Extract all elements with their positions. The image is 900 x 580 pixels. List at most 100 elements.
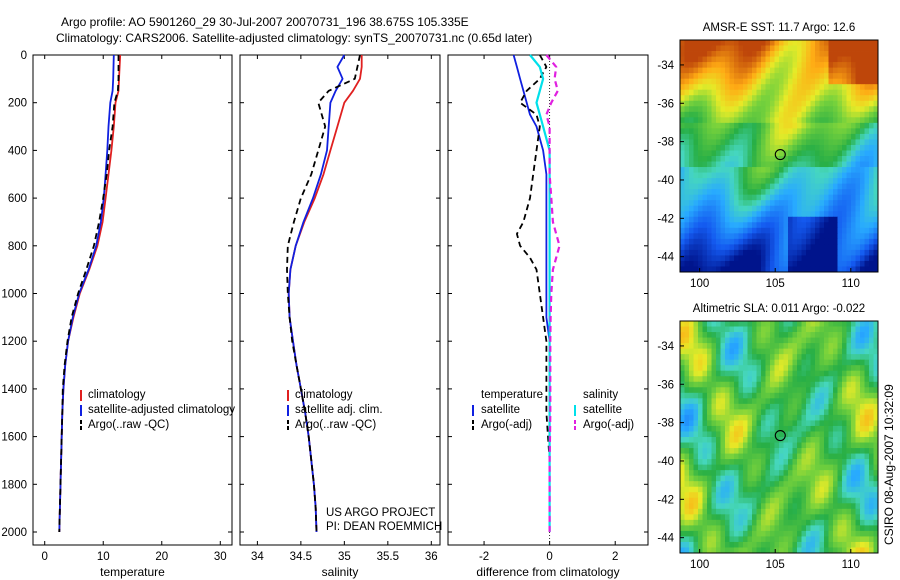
sla-cell	[779, 420, 784, 427]
sla-cell	[707, 409, 712, 416]
sla-cell	[779, 403, 784, 410]
sst-cell	[761, 67, 766, 74]
sst-cell	[846, 62, 852, 69]
sst-cell	[846, 150, 852, 157]
sla-cell	[788, 414, 793, 421]
sla-cell	[716, 409, 721, 416]
sst-cell	[752, 51, 757, 57]
sst-cell	[729, 211, 735, 218]
sla-cell	[689, 519, 694, 526]
sst-cell	[788, 194, 793, 201]
sla-cell	[774, 403, 780, 410]
sla-cell	[734, 536, 739, 543]
sst-cell	[756, 106, 762, 113]
sla-cell	[792, 508, 798, 515]
sst-cell	[707, 117, 712, 124]
sst-cell	[756, 67, 762, 74]
sst-cell	[837, 56, 843, 63]
sla-cell	[684, 525, 690, 532]
sst-cell	[860, 117, 865, 124]
sla-cell	[720, 437, 726, 443]
sla-cell	[734, 437, 739, 443]
sst-cell	[860, 73, 865, 80]
sla-cell	[711, 492, 717, 499]
sst-cell	[765, 266, 771, 273]
sst-cell	[680, 183, 685, 190]
sst-cell	[815, 183, 820, 190]
sst-cell	[684, 144, 690, 151]
sla-cell	[774, 442, 780, 449]
sst-cell	[819, 205, 825, 212]
sla-title: Altimetric SLA: 0.011 Argo: -0.022	[693, 303, 865, 315]
sla-cell	[774, 414, 780, 421]
sla-cell	[828, 403, 834, 410]
sla-cell	[761, 497, 766, 504]
sla-cell	[716, 398, 721, 405]
sst-cell	[788, 62, 793, 69]
sla-cell	[693, 354, 699, 361]
sla-cell	[837, 536, 843, 543]
sst-cell	[828, 62, 834, 69]
sst-cell	[756, 167, 762, 173]
sst-cell	[801, 128, 807, 135]
sst-cell	[783, 189, 789, 196]
sst-cell	[783, 161, 789, 168]
sla-cell	[810, 431, 816, 438]
sst-cell	[770, 156, 775, 162]
sst-cell	[684, 73, 690, 80]
sla-cell	[684, 343, 690, 350]
sst-cell	[774, 172, 780, 179]
sla-cell	[810, 492, 816, 499]
sla-cell	[698, 547, 703, 554]
sst-cell	[828, 73, 834, 80]
sst-cell	[837, 78, 843, 85]
sla-cell	[738, 376, 744, 383]
sst-cell	[869, 89, 874, 96]
sst-cell	[806, 139, 811, 146]
sst-cell	[689, 150, 694, 157]
sst-cell	[842, 233, 847, 240]
sla-cell	[815, 365, 820, 372]
sla-cell	[747, 392, 753, 399]
sst-cell	[851, 249, 856, 256]
sst-cell	[684, 95, 690, 102]
sla-cell	[693, 392, 699, 399]
sla-cell	[855, 365, 861, 372]
sla-cell	[851, 409, 856, 416]
sst-cell	[869, 67, 874, 74]
sst-cell	[770, 73, 775, 80]
sst-cell	[869, 144, 874, 151]
sla-cell	[770, 398, 775, 405]
sst-cell	[729, 233, 735, 240]
sst-cell	[851, 122, 856, 129]
sla-cell	[729, 448, 735, 454]
sst-cell	[680, 117, 685, 124]
sst-cell	[693, 156, 699, 162]
sst-cell	[788, 255, 793, 262]
sla-cell	[761, 475, 766, 482]
sla-cell	[819, 508, 825, 515]
sst-cell	[815, 51, 820, 57]
sst-cell	[725, 189, 730, 196]
sst-cell	[815, 139, 820, 146]
sst-cell	[779, 62, 784, 69]
sst-cell	[756, 222, 762, 229]
sst-cell	[819, 89, 825, 96]
sla-cell	[765, 359, 771, 366]
sst-cell	[846, 216, 852, 223]
sst-cell	[828, 200, 834, 207]
sst-cell	[743, 144, 748, 151]
sst-cell	[698, 117, 703, 124]
sla-cell	[779, 481, 784, 488]
sst-cell	[743, 189, 748, 196]
sst-cell	[864, 189, 870, 196]
sla-cell	[788, 459, 793, 466]
sst-cell	[869, 117, 874, 124]
sst-cell	[855, 51, 861, 57]
sla-cell	[824, 337, 829, 344]
sst-cell	[801, 211, 807, 218]
sla-cell	[810, 409, 816, 416]
sst-cell	[855, 244, 861, 251]
sst-cell	[819, 67, 825, 74]
sst-cell	[752, 249, 757, 256]
